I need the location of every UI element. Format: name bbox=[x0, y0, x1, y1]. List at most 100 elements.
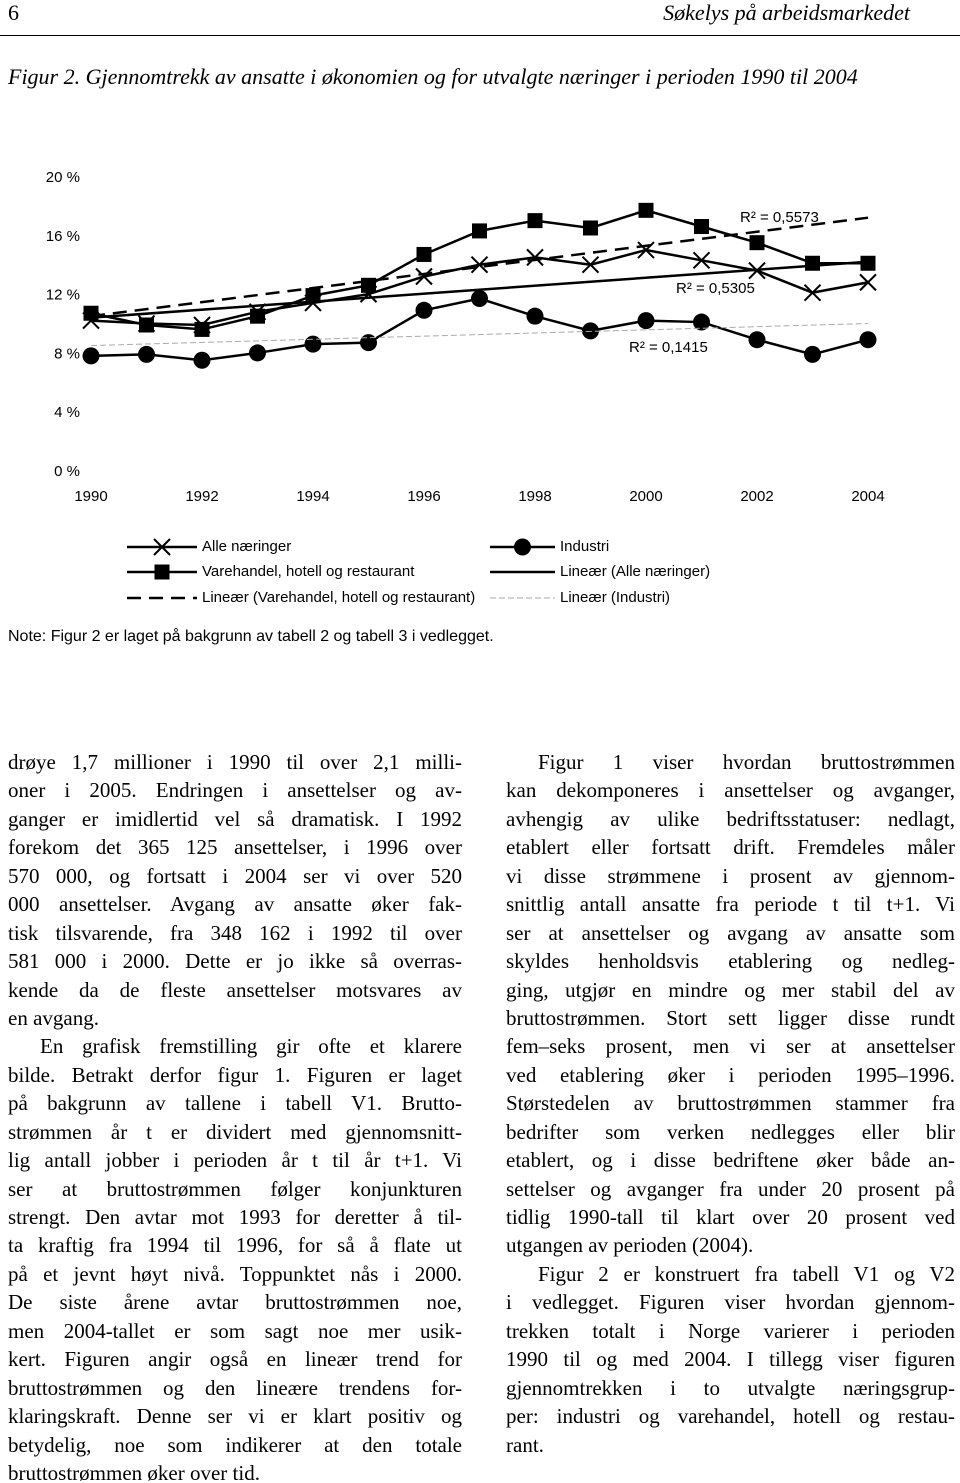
y-tick-label: 8 % bbox=[54, 345, 80, 362]
text-column: drøye 1,7 millioner i 1990 til over 2,1 … bbox=[8, 748, 462, 1483]
text-line: betydelig, noe som indikerer at den tota… bbox=[8, 1432, 462, 1457]
marker-circle bbox=[82, 347, 100, 365]
text-line: ser at ansettelser og avgang av ansatte … bbox=[506, 920, 955, 945]
text-line: men 2004-tallet er som sagt noe mer usik… bbox=[8, 1318, 462, 1343]
marker bbox=[304, 335, 322, 353]
marker-square bbox=[250, 308, 265, 324]
text-line: klaringskraft. Denne ser vi er klart pos… bbox=[8, 1404, 462, 1429]
marker bbox=[361, 277, 376, 293]
text-line: forekom det 365 125 ansettelser, i 1996 … bbox=[8, 835, 462, 860]
y-tick-label: 4 % bbox=[54, 404, 80, 421]
marker-square bbox=[749, 235, 765, 251]
marker-circle bbox=[748, 331, 766, 349]
marker bbox=[514, 538, 531, 556]
text-line: 581 000 i 2000. Dette er jo ikke så over… bbox=[8, 949, 462, 974]
text-line: ta kraftig fra 1994 til 1996, for så å f… bbox=[8, 1233, 462, 1258]
marker bbox=[748, 331, 766, 349]
marker-circle bbox=[471, 290, 488, 308]
text-line: bedrifter som verken nedlegges eller bli… bbox=[506, 1119, 955, 1144]
marker bbox=[138, 345, 155, 363]
y-tick-label: 20 % bbox=[46, 169, 80, 186]
marker bbox=[470, 256, 489, 274]
marker bbox=[153, 538, 171, 556]
page-number: 6 bbox=[8, 0, 19, 25]
marker-stroke bbox=[581, 256, 600, 274]
marker-square bbox=[694, 219, 709, 235]
marker-square bbox=[416, 246, 432, 262]
header-rule bbox=[0, 35, 960, 36]
marker bbox=[803, 283, 822, 302]
text-line: oner i 2005. Endringen i ansettelser og … bbox=[8, 778, 462, 803]
x-tick-label: 1996 bbox=[407, 488, 440, 505]
text-line: bilde. Betrakt derfor figur 1. Figuren e… bbox=[8, 1062, 462, 1087]
x-tick-label: 1992 bbox=[185, 488, 218, 505]
marker bbox=[692, 251, 711, 270]
text-line: En grafisk fremstilling gir ofte et klar… bbox=[40, 1034, 462, 1059]
x-tick-label: 1998 bbox=[518, 488, 551, 505]
marker bbox=[82, 347, 100, 365]
marker bbox=[415, 301, 433, 319]
marker bbox=[360, 334, 377, 352]
x-tick-label: 1994 bbox=[296, 488, 329, 505]
text-line: skyldes henholdsvis etablering og nedleg… bbox=[506, 949, 955, 974]
text-line: ging, utgjør en mindre og mer stabil del… bbox=[506, 977, 955, 1002]
annotation: R² = 0,1415 bbox=[629, 339, 708, 356]
marker-square bbox=[527, 213, 543, 229]
y-tick-label: 12 % bbox=[46, 287, 80, 304]
text-line: på et jevnt høyt nivå. Toppunktet nås i … bbox=[8, 1261, 462, 1286]
marker-stroke bbox=[153, 538, 171, 556]
marker-square bbox=[472, 223, 487, 239]
marker bbox=[693, 313, 710, 331]
marker-circle bbox=[514, 538, 531, 556]
marker-square bbox=[154, 564, 170, 580]
text-line: per: industri og varehandel, hotell og r… bbox=[506, 1404, 955, 1429]
marker-stroke bbox=[415, 267, 433, 286]
text-line: trekken totalt i Norge varierer i period… bbox=[506, 1318, 955, 1343]
marker bbox=[472, 223, 487, 239]
marker bbox=[193, 351, 211, 369]
text-line: kert. Figuren angir også en lineær trend… bbox=[8, 1347, 462, 1372]
text-line: Figur 1 viser hvordan bruttostrømmen bbox=[538, 750, 955, 774]
marker-circle bbox=[859, 331, 877, 349]
marker-stroke bbox=[526, 248, 544, 267]
marker bbox=[249, 344, 266, 362]
text-line: kende da de fleste ansettelser motsvares… bbox=[8, 977, 462, 1002]
marker-stroke bbox=[859, 273, 877, 292]
marker-square bbox=[583, 220, 598, 236]
marker-circle bbox=[526, 307, 544, 325]
marker-square bbox=[638, 202, 654, 218]
marker-square bbox=[305, 288, 321, 304]
x-tick-label: 2002 bbox=[740, 488, 773, 505]
text-line: ganger er imidlertid vel så dramatisk. I… bbox=[8, 806, 462, 831]
annotation: R² = 0,5305 bbox=[676, 280, 755, 297]
text-line: avhengig av ulike bedriftsstatuser: nedl… bbox=[506, 806, 955, 831]
marker-circle bbox=[304, 335, 322, 353]
text-line: snittlig antall ansatte fra periode t ti… bbox=[506, 892, 955, 917]
marker-stroke bbox=[803, 283, 822, 302]
marker bbox=[154, 564, 170, 580]
marker-square bbox=[805, 255, 820, 271]
x-tick-label: 2000 bbox=[629, 488, 662, 505]
marker bbox=[805, 255, 820, 271]
marker-circle bbox=[804, 345, 821, 363]
running-title: Søkelys på arbeidsmarkedet bbox=[663, 0, 910, 25]
marker bbox=[526, 307, 544, 325]
marker bbox=[583, 220, 598, 236]
marker-square bbox=[361, 277, 376, 293]
marker bbox=[416, 246, 432, 262]
text-line: strengt. Den avtar mot 1993 for deretter… bbox=[8, 1205, 462, 1229]
chart: 0 % 4 % 8 % 12 % 16 % 20 % 1990 1992 1994 1996 199… bbox=[46, 169, 885, 606]
text-line: tisk tilsvarende, fra 348 162 i 1992 til… bbox=[8, 920, 462, 945]
text-line: 570 000, og fortsatt i 2004 ser vi over … bbox=[8, 863, 462, 888]
marker bbox=[859, 331, 877, 349]
marker bbox=[581, 256, 600, 274]
text-line: gjennomtrekken i to utvalgte næringsgrup… bbox=[506, 1375, 955, 1400]
marker bbox=[860, 255, 876, 271]
text-line: bruttostrømmen. Stort sett ligger disse … bbox=[506, 1005, 955, 1030]
marker-square bbox=[139, 317, 154, 333]
y-tick-label: 16 % bbox=[46, 228, 80, 245]
x-tick-label: 2004 bbox=[851, 488, 884, 505]
marker bbox=[526, 248, 544, 267]
marker bbox=[194, 321, 210, 337]
marker bbox=[694, 219, 709, 235]
